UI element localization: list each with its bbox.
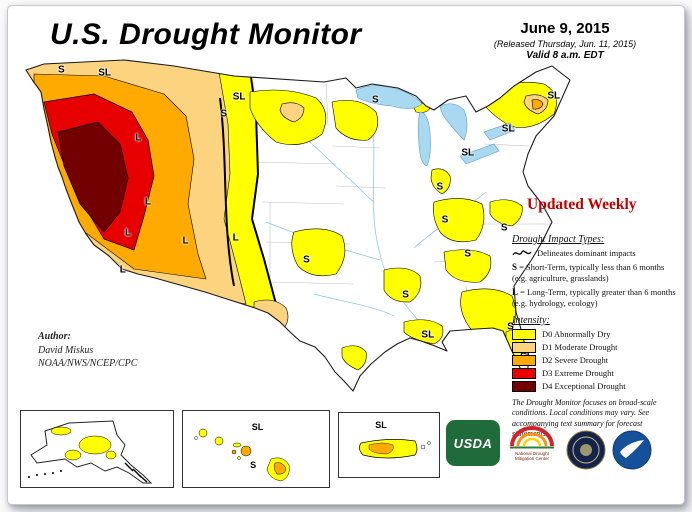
long-term-prefix: L	[512, 286, 519, 297]
report-date: June 9, 2015	[520, 20, 610, 37]
drought-monitor-report: U.S. Drought Monitor June 9, 2015 (Relea…	[7, 5, 685, 505]
date-block: June 9, 2015 (Released Thursday, Jun. 11…	[453, 20, 677, 61]
puerto-rico-inset-map: SL	[338, 412, 440, 478]
noaa-logo-graphic	[612, 430, 652, 470]
valid-time: Valid 8 a.m. EDT	[526, 50, 604, 61]
hawaii-inset-map: SL S	[182, 410, 330, 488]
lake-huron	[439, 103, 468, 141]
maui-island	[240, 445, 252, 457]
legend-row-d2: D2 Severe Drought	[512, 354, 684, 366]
legend-row-d4: D4 Exceptional Drought	[512, 380, 684, 392]
d0-color-swatch	[512, 328, 536, 340]
author-name: David Miskus	[38, 344, 94, 356]
alaska-map-svg	[28, 420, 153, 484]
aleutian-islands	[28, 470, 62, 478]
ndmc-logo: National Drought Mitigation Center	[505, 420, 559, 472]
delineates-text: Delineates dominant impacts	[537, 248, 636, 258]
author-org: NOAA/NWS/NCEP/CPC	[38, 358, 138, 369]
vieques-island	[420, 444, 426, 450]
oahu-island	[214, 436, 224, 446]
intensity-heading: Intensity:	[512, 314, 550, 326]
d2-color-swatch	[512, 354, 536, 366]
usda-logo-text: USDA	[453, 435, 493, 451]
short-term-definition: S = Short-Term, typically less than 6 mo…	[512, 262, 680, 284]
d0-label: D0 Abnormally Dry	[542, 329, 611, 340]
d3-label: D3 Extreme Drought	[542, 368, 614, 379]
usda-logo-mark: USDA	[446, 420, 500, 466]
author-block: Author: David Miskus NOAA/NWS/NCEP/CPC	[38, 330, 137, 371]
d4-exceptional-drought-regions	[57, 121, 129, 233]
lake-ontario	[483, 122, 516, 141]
ndmc-logo-arcs	[510, 426, 554, 449]
alaska-panhandle-islands	[124, 462, 148, 483]
puerto-rico-map-svg	[359, 439, 431, 459]
long-term-text: = Long-Term, typically greater than 6 mo…	[512, 286, 676, 309]
lanai-island	[231, 449, 237, 455]
legend-row-d1: D1 Moderate Drought	[512, 341, 684, 353]
molokai-island	[232, 442, 242, 448]
impact-types-heading: Drought Impact Types:	[512, 234, 605, 245]
lake-michigan	[417, 111, 431, 167]
kauai-island	[198, 428, 208, 438]
impact-boundary-line	[219, 97, 235, 287]
commerce-seal-graphic	[566, 430, 606, 470]
alaska-d0-patches	[50, 426, 117, 461]
d1-color-swatch	[512, 341, 536, 353]
legend-panel: Drought Impact Types: Delineates dominan…	[512, 234, 684, 439]
author-label: Author:	[38, 331, 71, 342]
great-lakes	[355, 85, 516, 167]
d2-label: D2 Severe Drought	[542, 355, 609, 366]
commerce-seal-logo	[566, 430, 606, 470]
usda-logo: USDA	[446, 420, 500, 466]
d4-label: D4 Exceptional Drought	[542, 381, 626, 392]
updated-weekly-note: Updated Weekly	[527, 196, 637, 213]
conus-map-svg	[25, 59, 571, 392]
legend-row-d0: D0 Abnormally Dry	[512, 328, 684, 340]
noaa-logo	[612, 430, 652, 470]
d1-label: D1 Moderate Drought	[542, 342, 618, 353]
kahoolawe-island	[237, 456, 241, 460]
big-island-d2-patch	[274, 462, 287, 475]
short-term-text: = Short-Term, typically less than 6 mont…	[512, 262, 665, 284]
puerto-rico-d2-patch	[368, 442, 394, 455]
lake-erie	[459, 143, 500, 165]
long-term-definition: L = Long-Term, typically greater than 6 …	[512, 287, 680, 309]
conus-outline	[25, 59, 571, 392]
released-date: (Released Thursday, Jun. 11, 2015)	[493, 39, 637, 49]
squiggle-line-icon	[512, 249, 532, 255]
delineates-row: Delineates dominant impacts	[512, 248, 684, 258]
conus-drought-map: SSLSLSSLLLLLLSSSLSSSSSSLSLSLSL	[14, 54, 584, 406]
alaska-inset-map	[20, 410, 174, 488]
d3-color-swatch	[512, 367, 536, 379]
short-term-prefix: S	[512, 262, 518, 272]
page-title: U.S. Drought Monitor	[50, 18, 362, 51]
legend-row-d3: D3 Extreme Drought	[512, 367, 684, 379]
hawaii-map-svg	[194, 428, 290, 482]
niihau-island	[194, 436, 198, 440]
ndmc-logo-text: National Drought Mitigation Center	[514, 451, 550, 462]
d4-california-region	[57, 121, 129, 233]
culebra-island	[427, 441, 431, 445]
d4-color-swatch	[512, 380, 536, 392]
